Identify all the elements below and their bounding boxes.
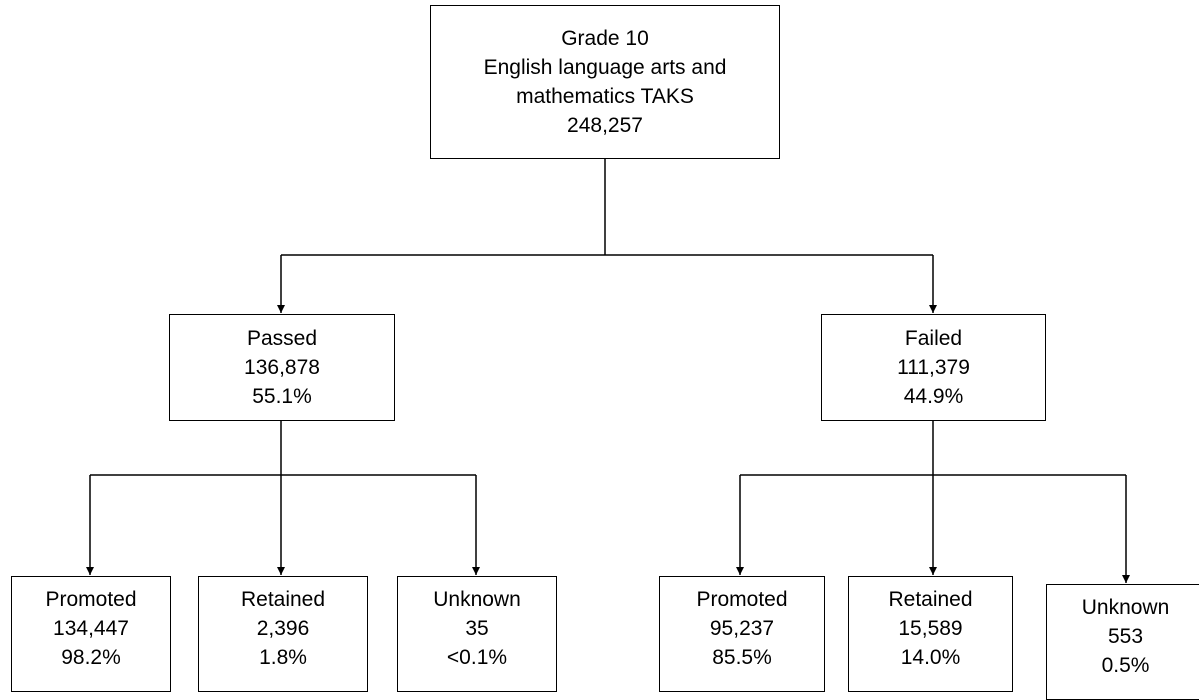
root-title: Grade 10 <box>561 27 649 50</box>
root-subject-line2: mathematics TAKS <box>516 85 694 108</box>
node-count: 111,379 <box>897 356 970 379</box>
failed-node: Failed 111,379 44.9% <box>821 314 1046 421</box>
node-count: 134,447 <box>53 617 129 640</box>
node-percent: 85.5% <box>712 646 772 669</box>
node-count: 15,589 <box>898 617 963 640</box>
node-percent: 14.0% <box>900 646 961 669</box>
passed-retained-node: Retained 2,396 1.8% <box>198 576 368 692</box>
node-label: Retained <box>888 588 973 611</box>
root-count: 248,257 <box>567 114 643 137</box>
node-label: Passed <box>246 327 318 350</box>
root-subject-line1: English language arts and <box>483 56 727 79</box>
node-count: 136,878 <box>244 356 320 379</box>
connector-lines <box>86 159 1130 583</box>
node-label: Unknown <box>1081 596 1170 619</box>
node-label: Promoted <box>696 588 788 611</box>
node-percent: 0.5% <box>1101 654 1150 677</box>
passed-node: Passed 136,878 55.1% <box>169 314 395 421</box>
failed-unknown-node: Unknown 553 0.5% <box>1046 584 1199 700</box>
node-percent: 44.9% <box>903 385 964 408</box>
node-count: 35 <box>465 617 489 640</box>
failed-promoted-node: Promoted 95,237 85.5% <box>659 576 825 692</box>
node-label: Failed <box>904 327 963 350</box>
failed-retained-node: Retained 15,589 14.0% <box>848 576 1013 692</box>
passed-promoted-node: Promoted 134,447 98.2% <box>11 576 171 692</box>
node-label: Promoted <box>45 588 137 611</box>
node-percent: 98.2% <box>61 646 121 669</box>
node-count: 553 <box>1107 625 1144 648</box>
node-percent: 55.1% <box>252 385 312 408</box>
node-label: Unknown <box>433 588 521 611</box>
node-percent: 1.8% <box>259 646 307 669</box>
root-node: Grade 10 English language arts and mathe… <box>430 5 780 159</box>
node-label: Retained <box>240 588 326 611</box>
passed-unknown-node: Unknown 35 <0.1% <box>397 576 557 692</box>
node-count: 95,237 <box>709 617 775 640</box>
node-count: 2,396 <box>256 617 310 640</box>
node-percent: <0.1% <box>446 646 508 669</box>
